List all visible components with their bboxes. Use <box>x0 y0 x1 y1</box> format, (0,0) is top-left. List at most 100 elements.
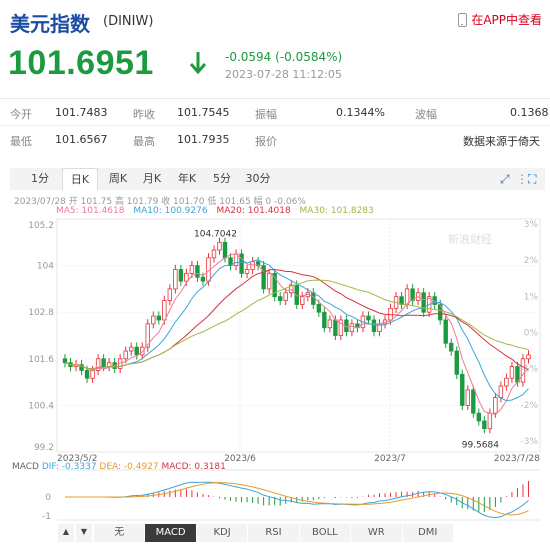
scroll-up-button[interactable]: ▲ <box>58 524 74 542</box>
indicator-none[interactable]: 无 <box>94 524 146 542</box>
candle-up <box>123 350 128 360</box>
dif-line <box>65 481 529 519</box>
candle-up <box>338 319 344 336</box>
pct-tick-label: 3% <box>524 220 539 230</box>
candle-up <box>244 269 250 274</box>
period-tabs: 1分 日K 周K 月K 年K 5分 30分 ⤢ ⋮ ⛶ <box>10 168 545 190</box>
ma10-line <box>64 259 529 402</box>
indicator-macd[interactable]: MACD <box>145 524 197 542</box>
phone-icon <box>458 12 468 27</box>
range-value: 0.1368 <box>510 106 549 119</box>
x-tick-label: 2023/7 <box>374 454 406 464</box>
y-tick-label: 102.8 <box>28 308 54 318</box>
candle-down <box>178 269 184 282</box>
candle-down <box>316 304 322 313</box>
y-tick-label: 99.2 <box>34 443 54 453</box>
candle-up <box>300 296 305 305</box>
candle-down <box>366 315 371 321</box>
y-tick-label: 105.2 <box>28 221 54 231</box>
y-tick-label: 101.6 <box>28 355 54 365</box>
ma30-value: MA30: 101.8283 <box>299 206 374 216</box>
macd-legend: MACD DIF: -0.3337 DEA: -0.4927 MACD: 0.3… <box>12 462 226 472</box>
fullscreen-icon[interactable]: ⛶ <box>528 172 537 186</box>
candle-down <box>322 311 327 329</box>
tab-1min[interactable]: 1分 <box>31 172 49 185</box>
price-change: -0.0594 (-0.0584%) <box>225 50 343 64</box>
low-value: 101.6567 <box>55 133 108 146</box>
indicator-rsi[interactable]: RSI <box>248 524 300 542</box>
scroll-down-button[interactable]: ▼ <box>76 524 92 542</box>
tab-daily[interactable]: 日K <box>62 168 98 190</box>
x-tick-label: 2023/7/28 <box>494 454 540 464</box>
pct-tick-label: 1% <box>524 292 539 302</box>
y-tick-label: 100.4 <box>28 401 54 411</box>
dea-line <box>65 482 529 516</box>
expand-icon[interactable]: ⤢ <box>500 172 510 186</box>
ma30-line <box>64 279 529 370</box>
quote-time: 2023-07-28 11:12:05 <box>225 68 342 81</box>
candle-down <box>410 288 415 301</box>
candle-up <box>327 319 333 329</box>
candle-down <box>460 373 465 406</box>
candle-down <box>84 370 90 379</box>
ma-legend: MA5: 101.4618 MA10: 100.9276 MA20: 101.4… <box>56 206 380 216</box>
candle-down <box>333 319 338 336</box>
ma5-value: MA5: 101.4618 <box>56 206 125 216</box>
last-price: 101.6951 <box>8 44 154 82</box>
candle-up <box>283 292 288 301</box>
macd-zero-tick: 0 <box>45 493 51 503</box>
prev-close-value: 101.7545 <box>177 106 230 119</box>
candle-up <box>162 300 167 321</box>
down-arrow-icon <box>189 52 207 75</box>
x-tick-label: 2023/5/2 <box>57 454 97 464</box>
candle-down <box>101 358 106 367</box>
candle-up <box>349 323 355 333</box>
candle-down <box>476 412 482 422</box>
candle-down <box>437 304 443 321</box>
open-in-app-label: 在APP中查看 <box>471 13 542 27</box>
candle-up <box>250 261 255 270</box>
candle-up <box>211 249 217 259</box>
candle-up <box>145 323 150 348</box>
indicator-wr[interactable]: WR <box>351 524 403 542</box>
tab-yearly[interactable]: 年K <box>177 172 197 185</box>
ma5-line <box>64 253 529 416</box>
data-source: 数据来源于倚天 <box>463 135 540 148</box>
indicator-kdj[interactable]: KDJ <box>196 524 249 542</box>
indicator-dmi[interactable]: DMI <box>402 524 454 542</box>
candle-up <box>90 370 95 379</box>
tab-30min[interactable]: 30分 <box>245 172 271 185</box>
candle-up <box>167 288 173 301</box>
candle-down <box>195 265 200 278</box>
candle-down <box>449 342 454 352</box>
ma20-value: MA20: 101.4018 <box>216 206 291 216</box>
more-icon[interactable]: ⋮ <box>516 172 528 186</box>
candle-up <box>504 377 509 387</box>
candle-up <box>217 241 222 251</box>
ohlc-info: 2023/07/28 开 101.75 高 101.79 收 101.70 低 … <box>14 197 306 207</box>
candle-up <box>95 358 101 371</box>
open-in-app-link[interactable]: 在APP中查看 <box>458 11 542 28</box>
tab-monthly[interactable]: 月K <box>142 172 162 185</box>
candle-up <box>498 385 504 399</box>
candle-down <box>471 389 476 414</box>
candle-up <box>129 346 134 352</box>
candle-down <box>62 358 68 364</box>
range-label: 波幅 <box>415 108 437 121</box>
macd-neg-tick: -1 <box>42 512 51 522</box>
tab-weekly[interactable]: 周K <box>108 172 128 185</box>
tab-5min[interactable]: 5分 <box>213 172 231 185</box>
quote-table: 今开 101.7483 昨收 101.7545 振幅 0.1344% 波幅 0.… <box>0 98 550 153</box>
indicator-boll[interactable]: BOLL <box>299 524 352 542</box>
candle-up <box>173 269 178 290</box>
candle-down <box>421 292 426 313</box>
candle-down <box>222 241 228 259</box>
candle-up <box>487 412 493 430</box>
candle-up <box>266 272 272 290</box>
candle-up <box>520 358 526 383</box>
plot-frame <box>56 218 541 453</box>
high-label: 最高 <box>133 135 155 148</box>
indicator-tabs: 无 MACD KDJ RSI BOLL WR DMI <box>94 524 454 542</box>
